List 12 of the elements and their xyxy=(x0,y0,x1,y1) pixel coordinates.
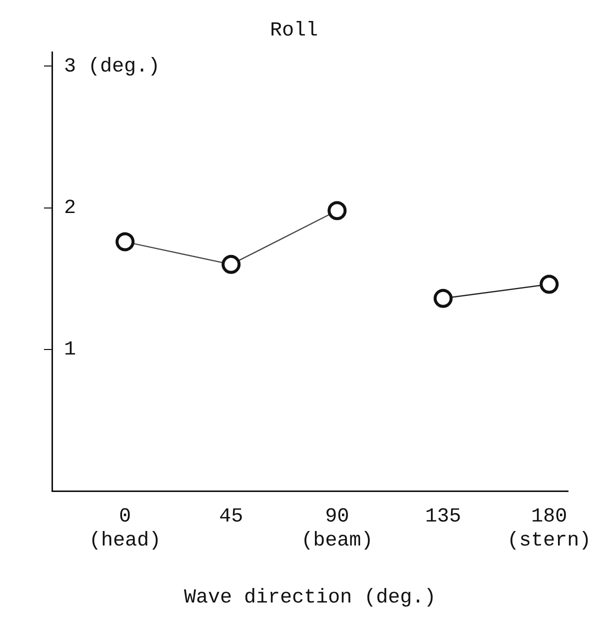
point xyxy=(434,288,453,308)
y-tick-label: 1 xyxy=(64,338,76,362)
y-tick-label: 2 xyxy=(64,197,76,220)
x-tick-label: 0 (head) xyxy=(89,505,162,552)
x-axis-title: Wave direction (deg.) xyxy=(184,586,436,610)
x-tick-label: 135 xyxy=(425,505,462,528)
x-tick-label: 90 (beam) xyxy=(301,505,374,552)
x-tick-label: 45 xyxy=(219,505,244,528)
y-tick-label: 3 (deg.) xyxy=(64,55,160,78)
point xyxy=(540,274,559,294)
chart-title: Roll xyxy=(270,19,318,42)
x-tick-label: 180 (stern) xyxy=(507,505,592,552)
